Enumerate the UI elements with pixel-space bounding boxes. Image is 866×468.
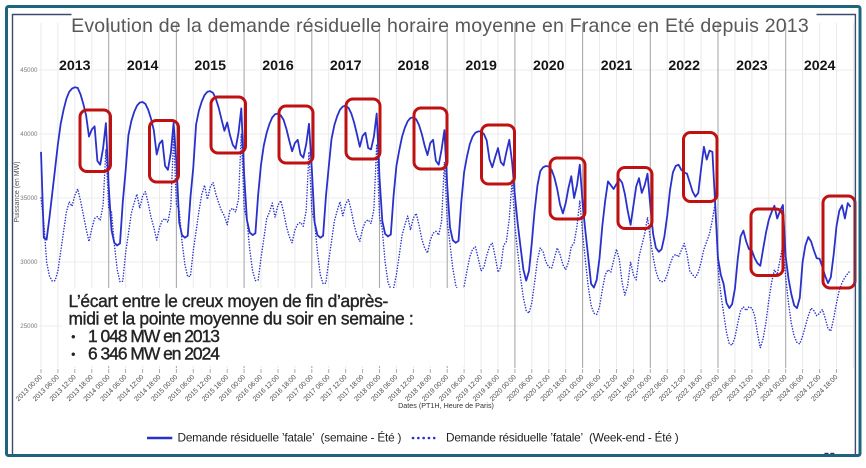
svg-text:•: •	[71, 347, 76, 362]
svg-text:45000: 45000	[20, 67, 38, 74]
svg-text:2013: 2013	[59, 58, 91, 74]
svg-text:Evolution de la demande résidu: Evolution de la demande résiduelle horai…	[71, 15, 809, 37]
svg-text:•: •	[71, 329, 76, 344]
svg-text:35000: 35000	[20, 195, 38, 202]
svg-text:Demande résiduelle ’fatale’ (: Demande résiduelle ’fatale’ (semaine - É…	[178, 431, 402, 445]
svg-text:L’écart entre le creux moyen d: L’écart entre le creux moyen de fin d’ap…	[69, 291, 389, 311]
svg-text:Dates (PT1H, Heure de Paris): Dates (PT1H, Heure de Paris)	[398, 401, 494, 410]
svg-text:2018: 2018	[398, 58, 430, 74]
svg-text:2016: 2016	[262, 58, 294, 74]
svg-text:2014: 2014	[127, 58, 159, 74]
svg-text:2024: 2024	[804, 58, 836, 74]
svg-text:2017: 2017	[330, 58, 362, 74]
svg-text:2015: 2015	[194, 58, 226, 74]
svg-text:2019: 2019	[465, 58, 497, 74]
svg-text:25000: 25000	[20, 323, 38, 330]
svg-text:1 048 MW en 2013: 1 048 MW en 2013	[88, 326, 219, 346]
svg-text:6 346 MW en 2024: 6 346 MW en 2024	[88, 344, 220, 364]
svg-text:30000: 30000	[20, 259, 38, 266]
svg-text:40000: 40000	[20, 131, 38, 138]
svg-text:2023: 2023	[736, 58, 768, 74]
svg-text:2020: 2020	[533, 58, 565, 74]
svg-text:2022: 2022	[668, 58, 700, 74]
svg-text:midi et la pointe moyenne du s: midi et la pointe moyenne du soir en sem…	[69, 309, 414, 329]
svg-text:Puissance (en MW): Puissance (en MW)	[14, 161, 21, 222]
svg-text:2021: 2021	[601, 58, 633, 74]
svg-text:Demande résiduelle ’fatale’ (: Demande résiduelle ’fatale’ (Week-end - …	[446, 431, 679, 445]
